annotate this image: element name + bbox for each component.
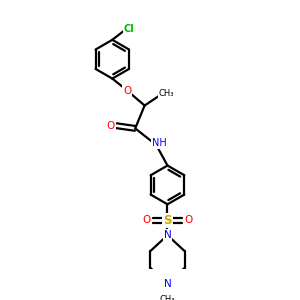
Text: Cl: Cl (124, 24, 135, 34)
Text: CH₃: CH₃ (159, 88, 174, 98)
Text: N: N (164, 279, 171, 289)
Text: N: N (164, 230, 171, 240)
Text: S: S (163, 214, 172, 227)
Text: O: O (123, 86, 131, 96)
Text: O: O (107, 121, 115, 131)
Text: O: O (142, 215, 151, 225)
Text: NH: NH (152, 138, 167, 148)
Text: O: O (184, 215, 192, 225)
Text: CH₃: CH₃ (160, 296, 175, 300)
